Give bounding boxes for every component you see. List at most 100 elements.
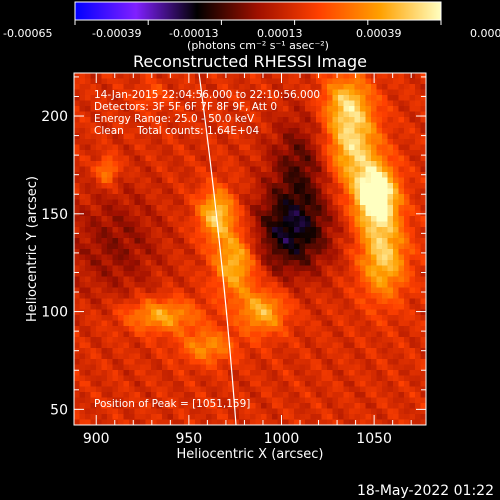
heatmap-cell: [156, 419, 163, 425]
heatmap-cell: [222, 205, 229, 212]
heatmap-cell: [244, 370, 251, 377]
heatmap-cell: [250, 381, 257, 388]
heatmap-cell: [316, 216, 323, 223]
heatmap-cell: [85, 293, 92, 300]
heatmap-cell: [354, 260, 361, 267]
heatmap-cell: [79, 89, 86, 96]
heatmap-cell: [217, 392, 224, 399]
heatmap-cell: [332, 205, 339, 212]
heatmap-cell: [90, 188, 97, 195]
heatmap-cell: [332, 117, 339, 124]
heatmap-cell: [178, 414, 185, 421]
heatmap-cell: [393, 139, 400, 146]
heatmap-cell: [288, 408, 295, 415]
heatmap-cell: [305, 155, 312, 162]
heatmap-cell: [206, 326, 213, 333]
heatmap-cell: [184, 188, 191, 195]
heatmap-cell: [316, 342, 323, 349]
heatmap-cell: [409, 298, 416, 305]
heatmap-cell: [178, 150, 185, 157]
heatmap-cell: [393, 414, 400, 421]
heatmap-cell: [404, 326, 411, 333]
heatmap-cell: [96, 89, 103, 96]
heatmap-cell: [151, 326, 158, 333]
heatmap-cell: [382, 216, 389, 223]
heatmap-cell: [162, 375, 169, 382]
heatmap-cell: [173, 166, 180, 173]
heatmap-cell: [189, 78, 196, 85]
heatmap-cell: [244, 375, 251, 382]
heatmap-cell: [74, 73, 81, 80]
heatmap-cell: [239, 419, 246, 425]
heatmap-cell: [404, 95, 411, 102]
heatmap-cell: [244, 392, 251, 399]
heatmap-cell: [123, 172, 130, 179]
heatmap-cell: [195, 150, 202, 157]
heatmap-cell: [327, 111, 334, 118]
heatmap-cell: [415, 320, 422, 327]
heatmap-cell: [299, 78, 306, 85]
heatmap-cell: [404, 276, 411, 283]
heatmap-cell: [239, 397, 246, 404]
heatmap-cell: [288, 320, 295, 327]
heatmap-cell: [184, 348, 191, 355]
heatmap-cell: [173, 122, 180, 129]
heatmap-cell: [90, 419, 97, 425]
heatmap-cell: [244, 89, 251, 96]
heatmap-cell: [299, 95, 306, 102]
heatmap-cell: [354, 177, 361, 184]
heatmap-cell: [118, 348, 125, 355]
heatmap-cell: [79, 392, 86, 399]
heatmap-cell: [360, 304, 367, 311]
heatmap-cell: [283, 276, 290, 283]
heatmap-cell: [277, 100, 284, 107]
heatmap-cell: [360, 298, 367, 305]
heatmap-cell: [266, 353, 273, 360]
heatmap-cell: [376, 227, 383, 234]
heatmap-cell: [184, 144, 191, 151]
heatmap-cell: [123, 309, 130, 316]
heatmap-cell: [409, 337, 416, 344]
heatmap-cell: [327, 95, 334, 102]
heatmap-cell: [255, 243, 262, 250]
heatmap-cell: [90, 100, 97, 107]
heatmap-cell: [305, 419, 312, 425]
heatmap-cell: [371, 166, 378, 173]
heatmap-cell: [90, 370, 97, 377]
heatmap-cell: [233, 155, 240, 162]
heatmap-cell: [118, 73, 125, 80]
heatmap-cell: [277, 73, 284, 80]
heatmap-cell: [255, 183, 262, 190]
heatmap-cell: [79, 287, 86, 294]
heatmap-cell: [288, 188, 295, 195]
heatmap-cell: [222, 342, 229, 349]
heatmap-cell: [129, 298, 136, 305]
heatmap-cell: [178, 78, 185, 85]
heatmap-cell: [255, 111, 262, 118]
heatmap-cell: [393, 381, 400, 388]
heatmap-cell: [134, 331, 141, 338]
heatmap-cell: [294, 111, 301, 118]
heatmap-cell: [189, 95, 196, 102]
heatmap-cell: [288, 392, 295, 399]
heatmap-cell: [376, 221, 383, 228]
heatmap-cell: [107, 199, 114, 206]
heatmap-cell: [393, 265, 400, 272]
heatmap-cell: [365, 320, 372, 327]
heatmap-cell: [167, 326, 174, 333]
heatmap-cell: [283, 298, 290, 305]
heatmap-cell: [233, 282, 240, 289]
heatmap-cell: [376, 150, 383, 157]
heatmap-cell: [195, 315, 202, 322]
heatmap-cell: [228, 414, 235, 421]
heatmap-cell: [112, 73, 119, 80]
heatmap-cell: [250, 232, 257, 239]
heatmap-cell: [420, 243, 426, 250]
heatmap-cell: [371, 260, 378, 267]
heatmap-cell: [338, 139, 345, 146]
heatmap-cell: [195, 166, 202, 173]
heatmap-cell: [206, 381, 213, 388]
heatmap-cell: [343, 73, 350, 80]
heatmap-cell: [123, 348, 130, 355]
heatmap-cell: [184, 232, 191, 239]
